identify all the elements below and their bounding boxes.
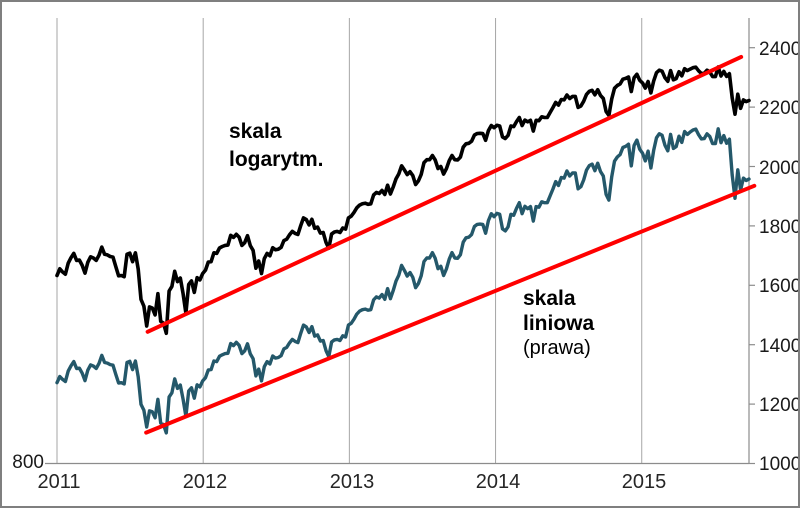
right-axis-tick-label: 1400 <box>759 336 800 357</box>
right-axis-tick-label: 1200 <box>759 395 800 416</box>
right-axis-tick-label: 2000 <box>759 158 800 179</box>
x-axis-tick-label: 2012 <box>182 471 228 493</box>
sp500-log-line <box>55 65 751 336</box>
x-axis-tick-label: 2013 <box>329 471 375 493</box>
x-axis-tick-label: 2014 <box>475 471 521 493</box>
annotation-log-scale-line2: logarytm. <box>229 148 324 171</box>
annotation-log-scale: skala logarytm. <box>229 118 324 174</box>
trendline-linear-scale <box>144 183 757 435</box>
annotation-linear-scale-line2: liniowa <box>523 312 595 335</box>
annotation-linear-scale: skala liniowa (prawa) <box>523 286 594 361</box>
x-axis-tick-label: 2015 <box>621 471 667 493</box>
right-axis-tick-label: 1800 <box>759 217 800 238</box>
right-axis-tick-label: 2200 <box>759 98 800 119</box>
sp500-linear-line <box>55 127 751 435</box>
left-axis-tick-label: 800 <box>12 452 44 473</box>
right-axis-tick-label: 2400 <box>759 39 800 60</box>
annotation-linear-scale-line1: skala <box>523 287 576 310</box>
annotation-log-scale-line1: skala <box>229 120 282 143</box>
annotation-linear-scale-line3: (prawa) <box>523 337 591 359</box>
right-axis-tick-label: 1000 <box>759 454 800 475</box>
trendline-log-scale <box>145 54 744 334</box>
x-axis-tick-label: 2011 <box>37 471 81 493</box>
right-axis-tick-label: 1600 <box>759 276 800 297</box>
